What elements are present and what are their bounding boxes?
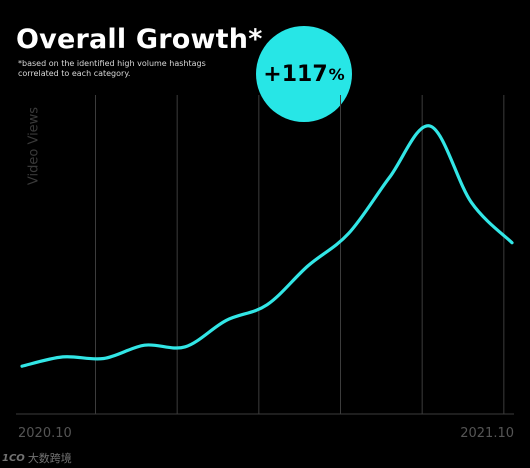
watermark-logo: 1CO 大数跨境: [2, 450, 72, 466]
chart-footnote: *based on the identified high volume has…: [18, 59, 206, 78]
series-line-video-views: [20, 124, 514, 368]
x-tick-label-start: 2020.10: [18, 426, 72, 441]
watermark-mark: 1CO: [2, 452, 25, 464]
chart-title: Overall Growth*: [16, 24, 263, 55]
x-tick-label-end: 2021.10: [460, 426, 514, 441]
growth-badge-unit: %: [328, 64, 345, 84]
growth-badge: +117%: [256, 26, 352, 122]
watermark-text: 大数跨境: [27, 452, 72, 465]
vertical-gridlines: [95, 95, 505, 414]
growth-badge-value: +117: [263, 61, 328, 87]
